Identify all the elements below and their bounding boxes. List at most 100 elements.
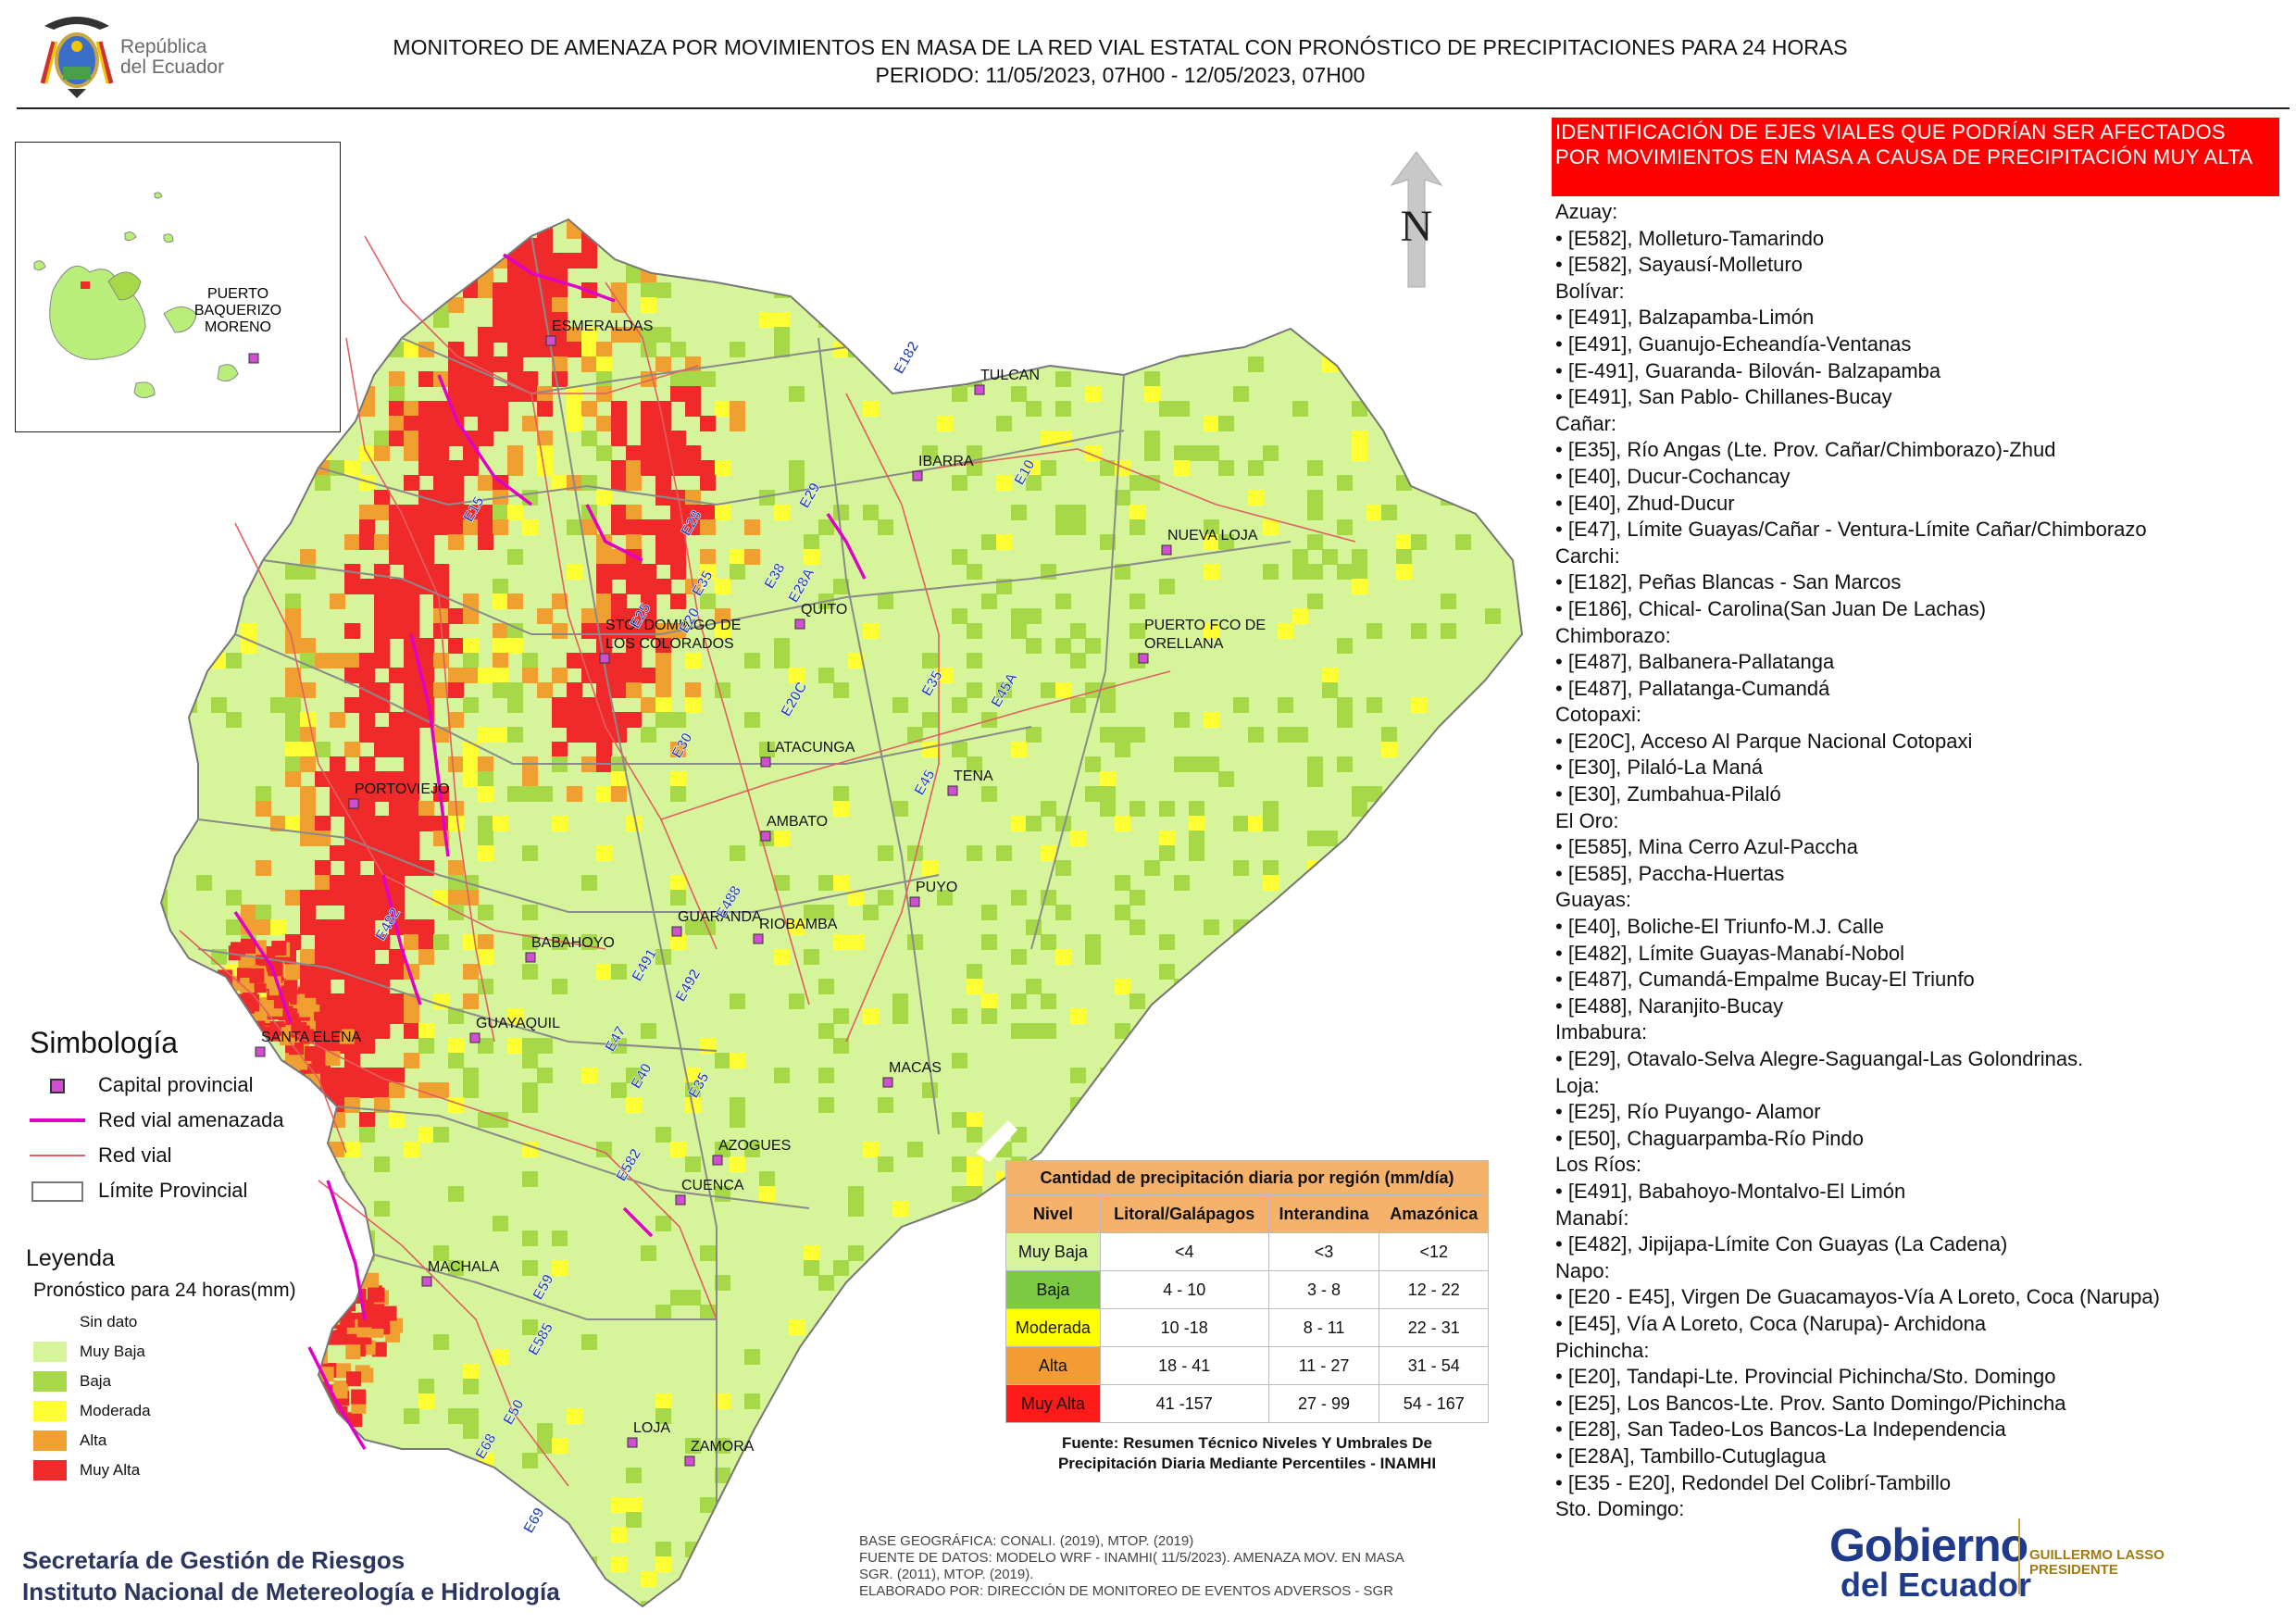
raster-cell	[655, 356, 671, 372]
raster-cell	[1366, 623, 1382, 639]
road-line	[364, 235, 699, 394]
raster-cell	[1337, 312, 1353, 328]
raster-cell	[1263, 1497, 1279, 1513]
raster-cell	[1204, 519, 1219, 535]
raster-cell	[641, 579, 656, 594]
raster-cell	[1278, 623, 1293, 639]
raster-cell	[1322, 549, 1338, 565]
raster-cell	[655, 682, 671, 698]
raster-cell	[596, 1142, 612, 1157]
raster-cell	[1485, 475, 1501, 491]
galapagos-inset[interactable]: PUERTO BAQUERIZO MORENO	[15, 142, 341, 432]
raster-cell	[1263, 1038, 1279, 1054]
raster-cell	[981, 1512, 997, 1528]
raster-cell	[967, 460, 982, 476]
raster-cell	[1381, 1053, 1397, 1068]
raster-cell	[315, 1512, 331, 1528]
capital-marker	[421, 1276, 432, 1287]
raster-cell	[1426, 475, 1441, 491]
raster-cell	[1055, 593, 1071, 609]
raster-cell	[907, 934, 923, 950]
galapagos-map: PUERTO BAQUERIZO MORENO	[33, 192, 281, 398]
raster-cell	[626, 579, 642, 594]
raster-cell	[730, 564, 745, 580]
map-credits: BASE GEOGRÁFICA: CONALI. (2019), MTOP. (…	[859, 1533, 1507, 1600]
raster-cell	[1189, 1038, 1204, 1054]
raster-cell	[655, 431, 671, 446]
raster-cell	[1129, 993, 1145, 1009]
raster-cell	[611, 219, 627, 224]
raster-cell	[285, 890, 301, 906]
legend-swatch-moderada	[33, 1401, 67, 1421]
raster-cell	[389, 608, 405, 624]
road-line	[845, 393, 940, 1043]
raster-cell	[730, 549, 745, 565]
raster-cell	[685, 371, 701, 387]
raster-cell	[804, 1245, 819, 1261]
raster-cell	[167, 712, 182, 728]
raster-cell	[641, 519, 656, 535]
raster-cell	[744, 1349, 760, 1365]
raster-cell	[715, 401, 730, 417]
raster-cell	[374, 993, 390, 1009]
raster-cell	[685, 505, 701, 520]
raster-cell	[389, 949, 405, 965]
raster-cell	[1352, 1497, 1367, 1513]
raster-cell	[1055, 860, 1071, 876]
raster-cell	[1322, 1038, 1338, 1054]
raster-cell	[981, 1334, 997, 1350]
raster-cell	[1011, 1023, 1027, 1039]
raster-cell	[211, 1230, 227, 1246]
raster-cell	[1174, 253, 1190, 269]
raster-cell	[1070, 1068, 1086, 1083]
raster-cell	[359, 786, 375, 802]
raster-cell	[759, 1171, 775, 1187]
symbology-label-capital: Capital provincial	[98, 1073, 254, 1096]
ecuador-map[interactable]: ESMERALDAS TULCAN IBARRA NUEVA LOJA QUITO STO…	[13, 116, 1541, 1616]
raster-cell	[404, 860, 419, 876]
raster-cell	[404, 934, 419, 950]
raster-cell	[967, 653, 982, 668]
raster-cell	[744, 1393, 760, 1409]
raster-cell	[1174, 401, 1190, 417]
institution-sgr: Secretaría de Gestión de Riesgos	[22, 1546, 406, 1574]
raster-cell	[374, 816, 390, 831]
raster-cell	[967, 1112, 982, 1128]
raster-cell	[1248, 356, 1264, 372]
raster-cell	[670, 564, 686, 580]
raster-cell	[404, 801, 419, 817]
raster-cell	[730, 845, 745, 861]
raster-cell	[1515, 1319, 1522, 1335]
raster-cell	[730, 342, 745, 357]
raster-cell	[1055, 949, 1071, 965]
raster-cell	[522, 1230, 538, 1246]
raster-cell	[1129, 223, 1145, 239]
raster-cell	[670, 712, 686, 728]
raster-cell	[789, 386, 805, 402]
raster-cell	[1115, 1023, 1130, 1039]
republica-logo: República del Ecuador	[35, 9, 248, 102]
raster-cell	[493, 727, 508, 743]
raster-cell	[404, 416, 419, 431]
raster-cell	[892, 327, 908, 343]
raster-cell	[359, 756, 375, 772]
raster-cell	[1263, 519, 1279, 535]
raster-cell	[374, 905, 390, 920]
province-heading: Napo:	[1555, 1258, 1610, 1282]
raster-cell	[1278, 949, 1293, 965]
symbology-label-boundary: Límite Provincial	[98, 1179, 248, 1202]
raster-cell	[581, 1334, 597, 1350]
raster-cell	[1307, 534, 1323, 550]
raster-cell	[369, 1287, 385, 1303]
raster-cell	[1396, 534, 1412, 550]
affected-road-item: • [E47], Límite Guayas/Cañar - Ventura-L…	[1555, 518, 2147, 542]
raster-cell	[1500, 1393, 1516, 1409]
raster-cell	[448, 1053, 464, 1068]
table-header-interandina: Interandina	[1267, 1194, 1380, 1233]
raster-cell	[344, 964, 360, 980]
road-line	[290, 1031, 718, 1320]
raster-cell	[1396, 549, 1412, 565]
raster-cell	[374, 860, 390, 876]
raster-cell	[626, 712, 642, 728]
raster-cell	[552, 475, 568, 491]
